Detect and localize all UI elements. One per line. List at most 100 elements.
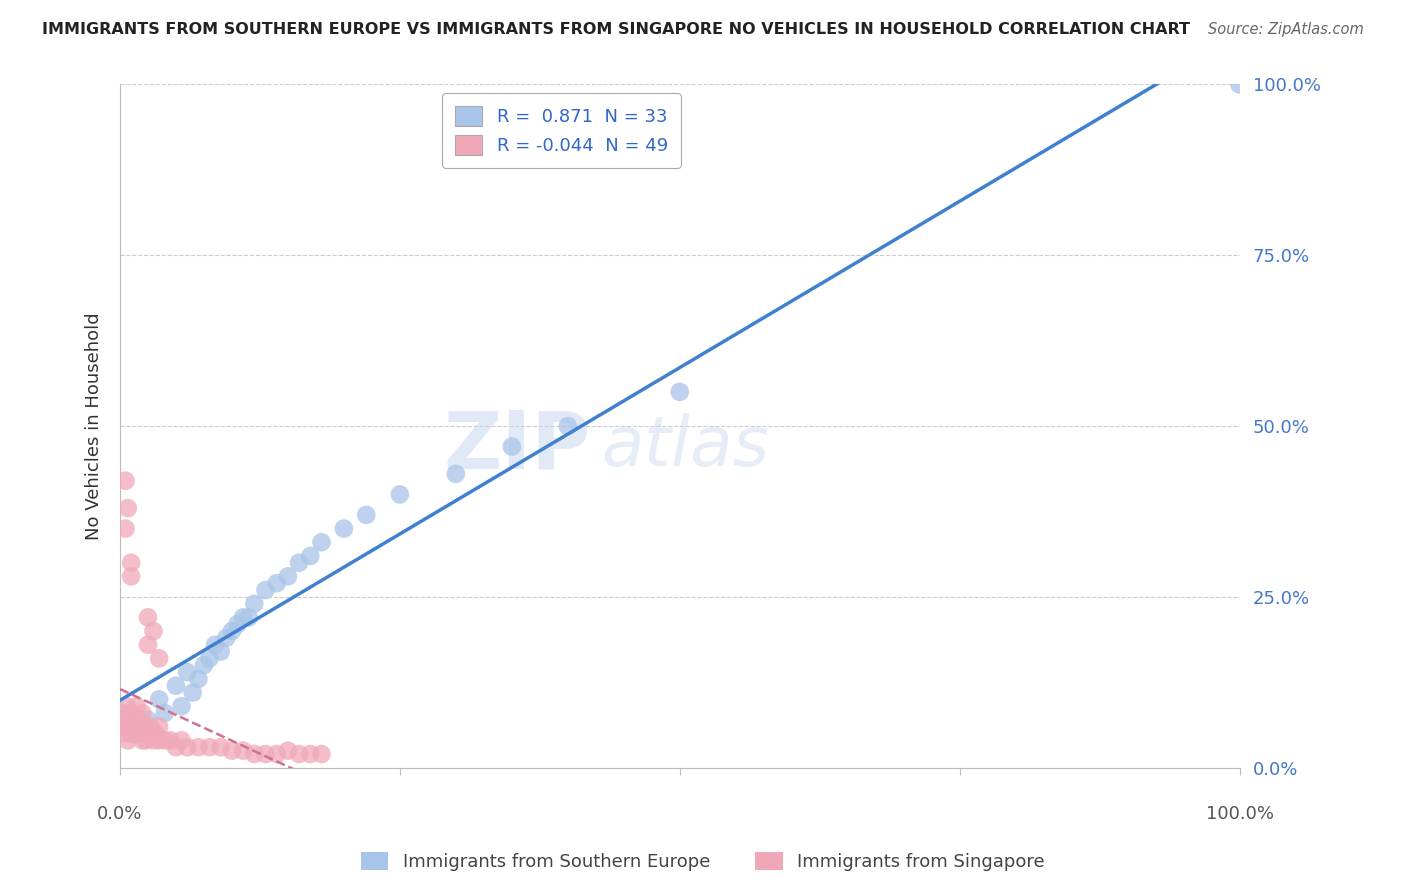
Point bbox=[139, 720, 162, 734]
Point bbox=[131, 733, 153, 747]
Text: IMMIGRANTS FROM SOUTHERN EUROPE VS IMMIGRANTS FROM SINGAPORE NO VEHICLES IN HOUS: IMMIGRANTS FROM SOUTHERN EUROPE VS IMMIG… bbox=[42, 22, 1191, 37]
Point bbox=[131, 720, 153, 734]
Point bbox=[124, 726, 146, 740]
Point bbox=[148, 720, 170, 734]
Point bbox=[299, 549, 322, 563]
Point bbox=[204, 638, 226, 652]
Text: atlas: atlas bbox=[602, 413, 769, 480]
Point bbox=[668, 384, 690, 399]
Point bbox=[557, 419, 579, 434]
Point bbox=[277, 569, 299, 583]
Point bbox=[136, 713, 159, 727]
Point bbox=[131, 706, 153, 720]
Point bbox=[176, 665, 198, 679]
Point bbox=[112, 720, 135, 734]
Point bbox=[176, 740, 198, 755]
Y-axis label: No Vehicles in Household: No Vehicles in Household bbox=[86, 312, 103, 540]
Point bbox=[120, 556, 142, 570]
Text: ZIP: ZIP bbox=[443, 408, 591, 485]
Point bbox=[209, 740, 232, 755]
Point bbox=[198, 651, 221, 665]
Point bbox=[120, 726, 142, 740]
Point bbox=[232, 610, 254, 624]
Point bbox=[288, 747, 311, 761]
Point bbox=[118, 720, 141, 734]
Point bbox=[111, 706, 134, 720]
Point bbox=[254, 582, 277, 597]
Point bbox=[444, 467, 467, 481]
Point bbox=[501, 440, 523, 454]
Legend: R =  0.871  N = 33, R = -0.044  N = 49: R = 0.871 N = 33, R = -0.044 N = 49 bbox=[443, 94, 681, 168]
Point bbox=[232, 744, 254, 758]
Point bbox=[117, 733, 139, 747]
Point bbox=[170, 733, 193, 747]
Point bbox=[333, 522, 356, 536]
Point bbox=[148, 733, 170, 747]
Point bbox=[124, 713, 146, 727]
Point bbox=[254, 747, 277, 761]
Point bbox=[209, 644, 232, 658]
Point bbox=[118, 713, 141, 727]
Point bbox=[114, 522, 136, 536]
Point bbox=[125, 720, 148, 734]
Point bbox=[187, 672, 209, 686]
Point bbox=[181, 685, 204, 699]
Point bbox=[153, 706, 176, 720]
Text: Source: ZipAtlas.com: Source: ZipAtlas.com bbox=[1208, 22, 1364, 37]
Point bbox=[277, 744, 299, 758]
Point bbox=[221, 624, 243, 638]
Point bbox=[299, 747, 322, 761]
Point bbox=[1229, 78, 1251, 92]
Point bbox=[136, 638, 159, 652]
Text: 0.0%: 0.0% bbox=[97, 805, 142, 823]
Point bbox=[165, 740, 187, 755]
Point bbox=[114, 713, 136, 727]
Legend: Immigrants from Southern Europe, Immigrants from Singapore: Immigrants from Southern Europe, Immigra… bbox=[354, 845, 1052, 879]
Point bbox=[153, 733, 176, 747]
Point bbox=[142, 726, 165, 740]
Point bbox=[134, 720, 156, 734]
Point bbox=[142, 624, 165, 638]
Point bbox=[170, 699, 193, 714]
Point bbox=[148, 692, 170, 706]
Point bbox=[127, 726, 149, 740]
Point bbox=[187, 740, 209, 755]
Point bbox=[128, 713, 150, 727]
Point bbox=[135, 733, 157, 747]
Point bbox=[114, 726, 136, 740]
Point bbox=[122, 726, 145, 740]
Point bbox=[132, 726, 155, 740]
Point bbox=[388, 487, 411, 501]
Point bbox=[125, 726, 148, 740]
Point bbox=[129, 726, 152, 740]
Point bbox=[226, 617, 249, 632]
Point bbox=[193, 658, 215, 673]
Point bbox=[115, 699, 138, 714]
Point bbox=[221, 744, 243, 758]
Point bbox=[311, 747, 333, 761]
Point bbox=[120, 706, 142, 720]
Text: 100.0%: 100.0% bbox=[1205, 805, 1274, 823]
Point bbox=[117, 501, 139, 516]
Point bbox=[266, 747, 288, 761]
Point bbox=[266, 576, 288, 591]
Point bbox=[136, 610, 159, 624]
Point bbox=[243, 747, 266, 761]
Point bbox=[142, 733, 165, 747]
Point bbox=[136, 726, 159, 740]
Point bbox=[165, 679, 187, 693]
Point bbox=[159, 733, 181, 747]
Point bbox=[121, 720, 143, 734]
Point bbox=[198, 740, 221, 755]
Point bbox=[238, 610, 260, 624]
Point bbox=[148, 651, 170, 665]
Point bbox=[125, 699, 148, 714]
Point bbox=[243, 597, 266, 611]
Point bbox=[356, 508, 378, 522]
Point bbox=[215, 631, 238, 645]
Point bbox=[145, 726, 167, 740]
Point bbox=[288, 556, 311, 570]
Point bbox=[120, 569, 142, 583]
Point bbox=[311, 535, 333, 549]
Point bbox=[114, 474, 136, 488]
